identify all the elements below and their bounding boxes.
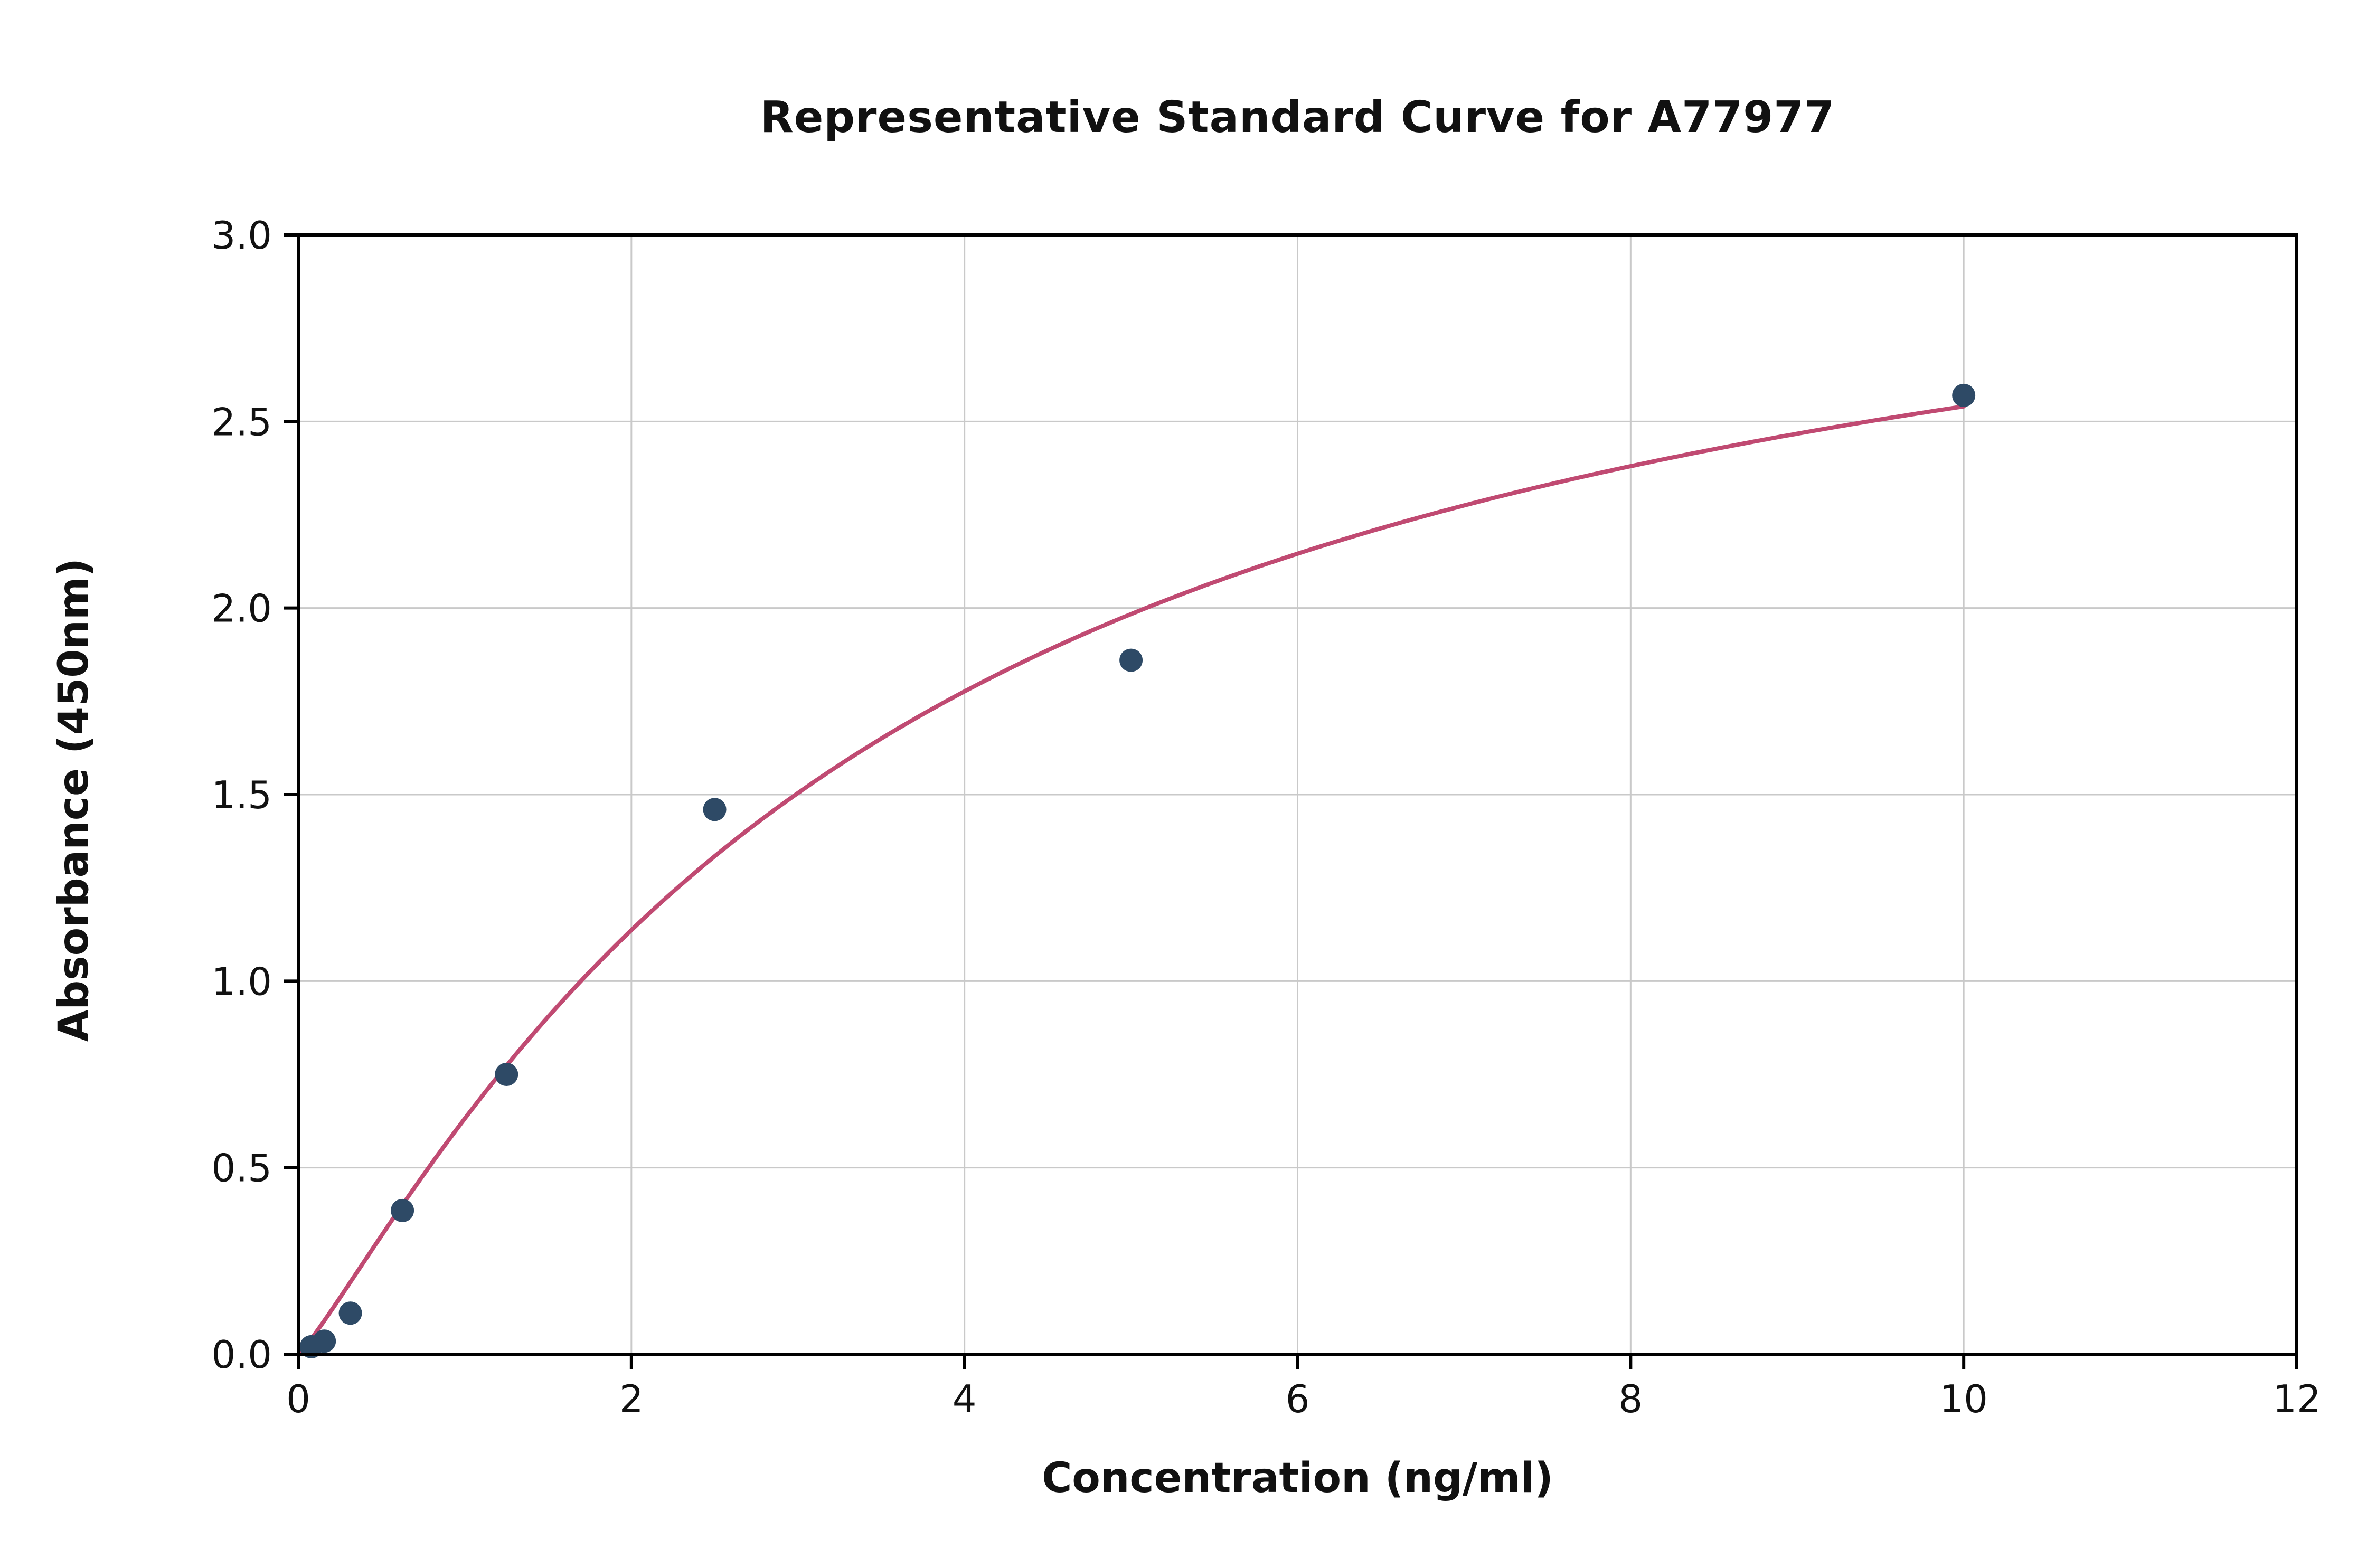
fit-curve [296, 404, 1966, 1356]
x-tick-label: 8 [1618, 1377, 1643, 1421]
data-point [338, 1301, 362, 1325]
data-point [313, 1329, 336, 1353]
data-point [495, 1063, 518, 1086]
x-tick-label: 6 [1286, 1377, 1310, 1421]
y-tick-label: 3.0 [211, 213, 272, 258]
data-point [391, 1198, 414, 1222]
data-point [703, 798, 727, 821]
x-axis-label: Concentration (ng/ml) [1042, 1454, 1553, 1502]
x-tick-label: 0 [286, 1377, 310, 1421]
x-tick-label: 10 [1939, 1377, 1988, 1421]
y-tick-label: 1.5 [211, 773, 272, 817]
y-tick-label: 2.0 [211, 587, 272, 631]
data-point [1952, 383, 1976, 407]
y-tick-label: 2.5 [211, 400, 272, 444]
x-tick-label: 4 [953, 1377, 977, 1421]
y-tick-label: 1.0 [211, 959, 272, 1004]
data-point [1119, 648, 1143, 672]
y-axis-label: Absorbance (450nm) [50, 558, 98, 1042]
y-tick-label: 0.5 [211, 1146, 272, 1191]
y-tick-label: 0.0 [211, 1333, 272, 1377]
x-tick-label: 2 [619, 1377, 644, 1421]
chart-title: Representative Standard Curve for A77977 [760, 92, 1835, 143]
x-tick-label: 12 [2273, 1377, 2321, 1421]
